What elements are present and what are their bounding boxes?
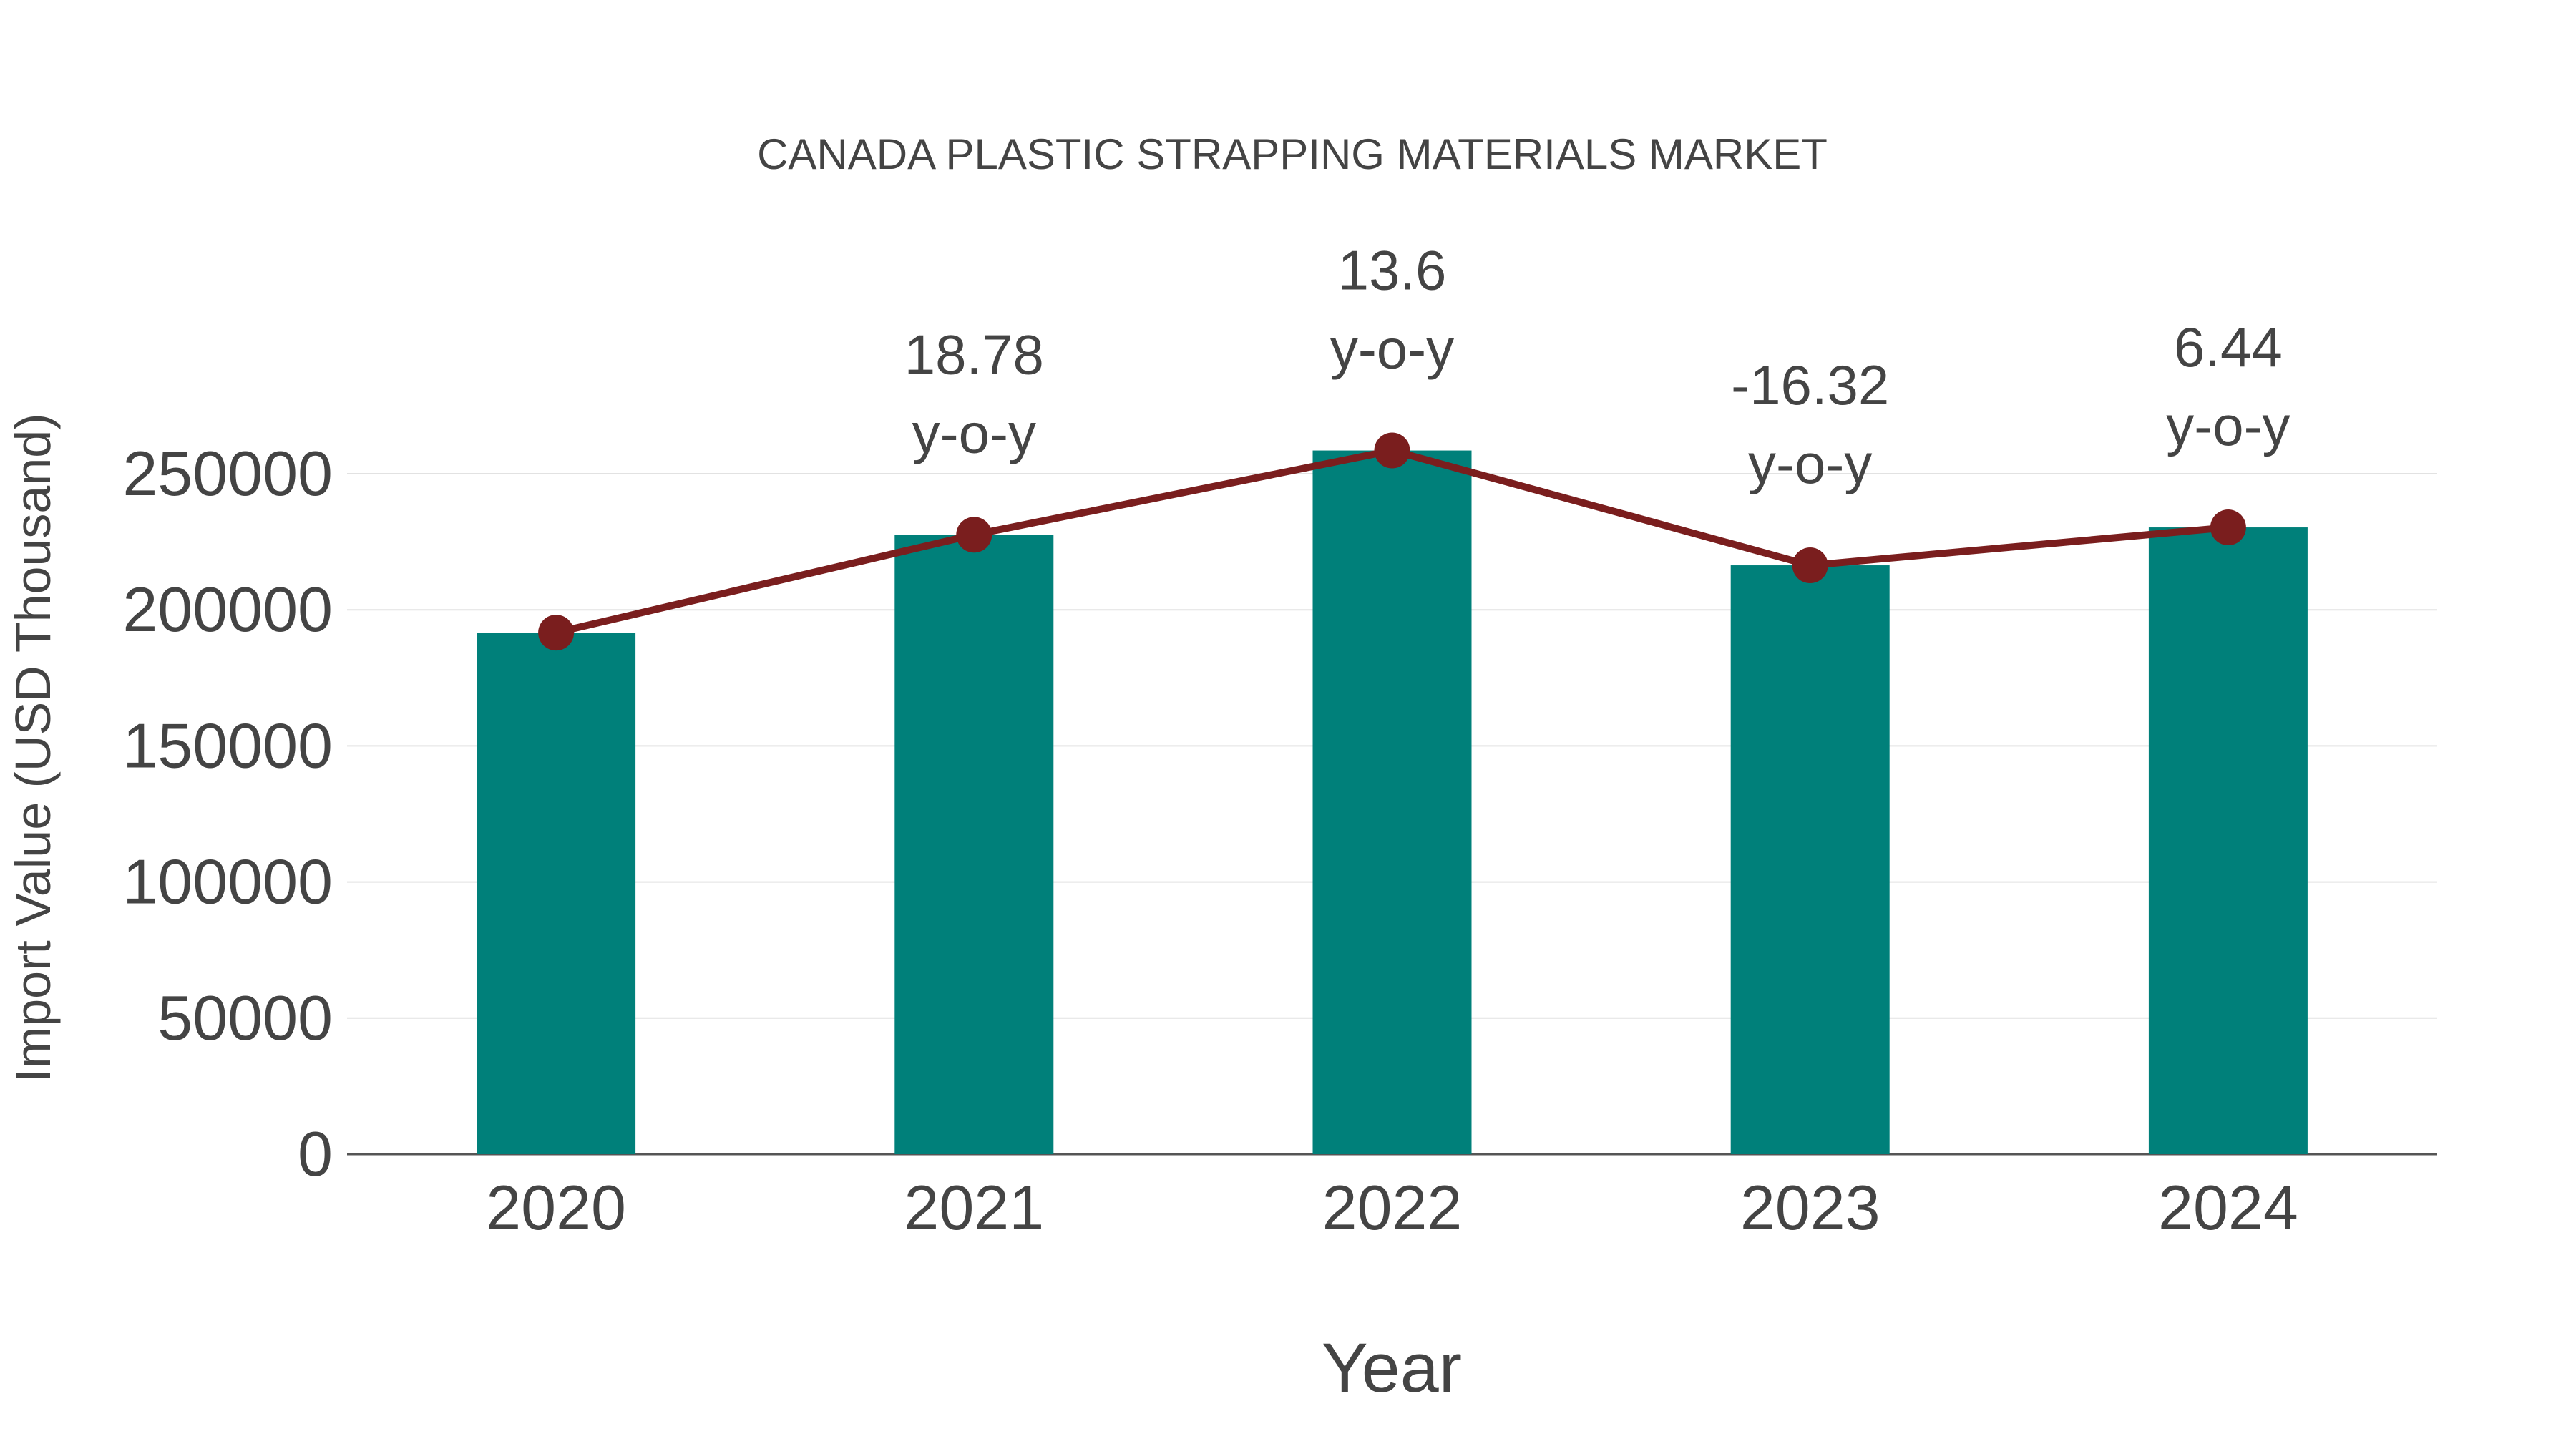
annotation-value: 18.78: [904, 323, 1044, 386]
bar-2023: [1730, 565, 1890, 1154]
y-tick-labels: 0 50000 100000 150000 200000 250000: [122, 438, 333, 1189]
annotation-suffix: y-o-y: [2166, 394, 2290, 457]
x-tick-label: 2021: [904, 1172, 1044, 1243]
bar-2024: [2148, 527, 2308, 1154]
trend-point-2023: [1792, 547, 1828, 584]
chart-title: CANADA PLASTIC STRAPPING MATERIALS MARKE…: [757, 130, 1828, 178]
bar-2021: [894, 535, 1054, 1154]
bar-2020: [477, 633, 636, 1154]
bars: [477, 450, 2308, 1154]
trend-line: [538, 432, 2246, 651]
trend-point-2024: [2210, 509, 2246, 546]
y-tick-label: 200000: [122, 574, 333, 645]
trend-point-2021: [956, 517, 992, 553]
y-tick-label: 250000: [122, 438, 333, 509]
annotation-value: 13.6: [1338, 239, 1447, 302]
y-tick-label: 100000: [122, 847, 333, 917]
x-tick-label: 2022: [1322, 1172, 1463, 1243]
annotation-value: 6.44: [2174, 316, 2283, 379]
x-tick-label: 2020: [486, 1172, 626, 1243]
x-tick-label: 2024: [2158, 1172, 2298, 1243]
annotation-value: -16.32: [1731, 353, 1889, 416]
annotations: 18.78 y-o-y 13.6 y-o-y -16.32 y-o-y 6.44 y-o-y: [904, 239, 2290, 495]
x-tick-label: 2023: [1740, 1172, 1880, 1243]
x-tick-labels: 2020 2021 2022 2023 2024: [486, 1172, 2298, 1243]
annotation-suffix: y-o-y: [1748, 432, 1872, 495]
y-tick-label: 150000: [122, 710, 333, 781]
bar-2022: [1312, 450, 1472, 1154]
y-axis-label: Import Value (USD Thousand): [5, 413, 61, 1082]
y-tick-label: 50000: [157, 982, 333, 1053]
x-axis-label: Year: [1322, 1329, 1462, 1407]
annotation-suffix: y-o-y: [912, 401, 1036, 464]
annotation-suffix: y-o-y: [1330, 318, 1454, 381]
trend-point-2020: [538, 615, 575, 651]
trend-point-2022: [1374, 432, 1410, 469]
y-tick-label: 0: [298, 1118, 333, 1189]
